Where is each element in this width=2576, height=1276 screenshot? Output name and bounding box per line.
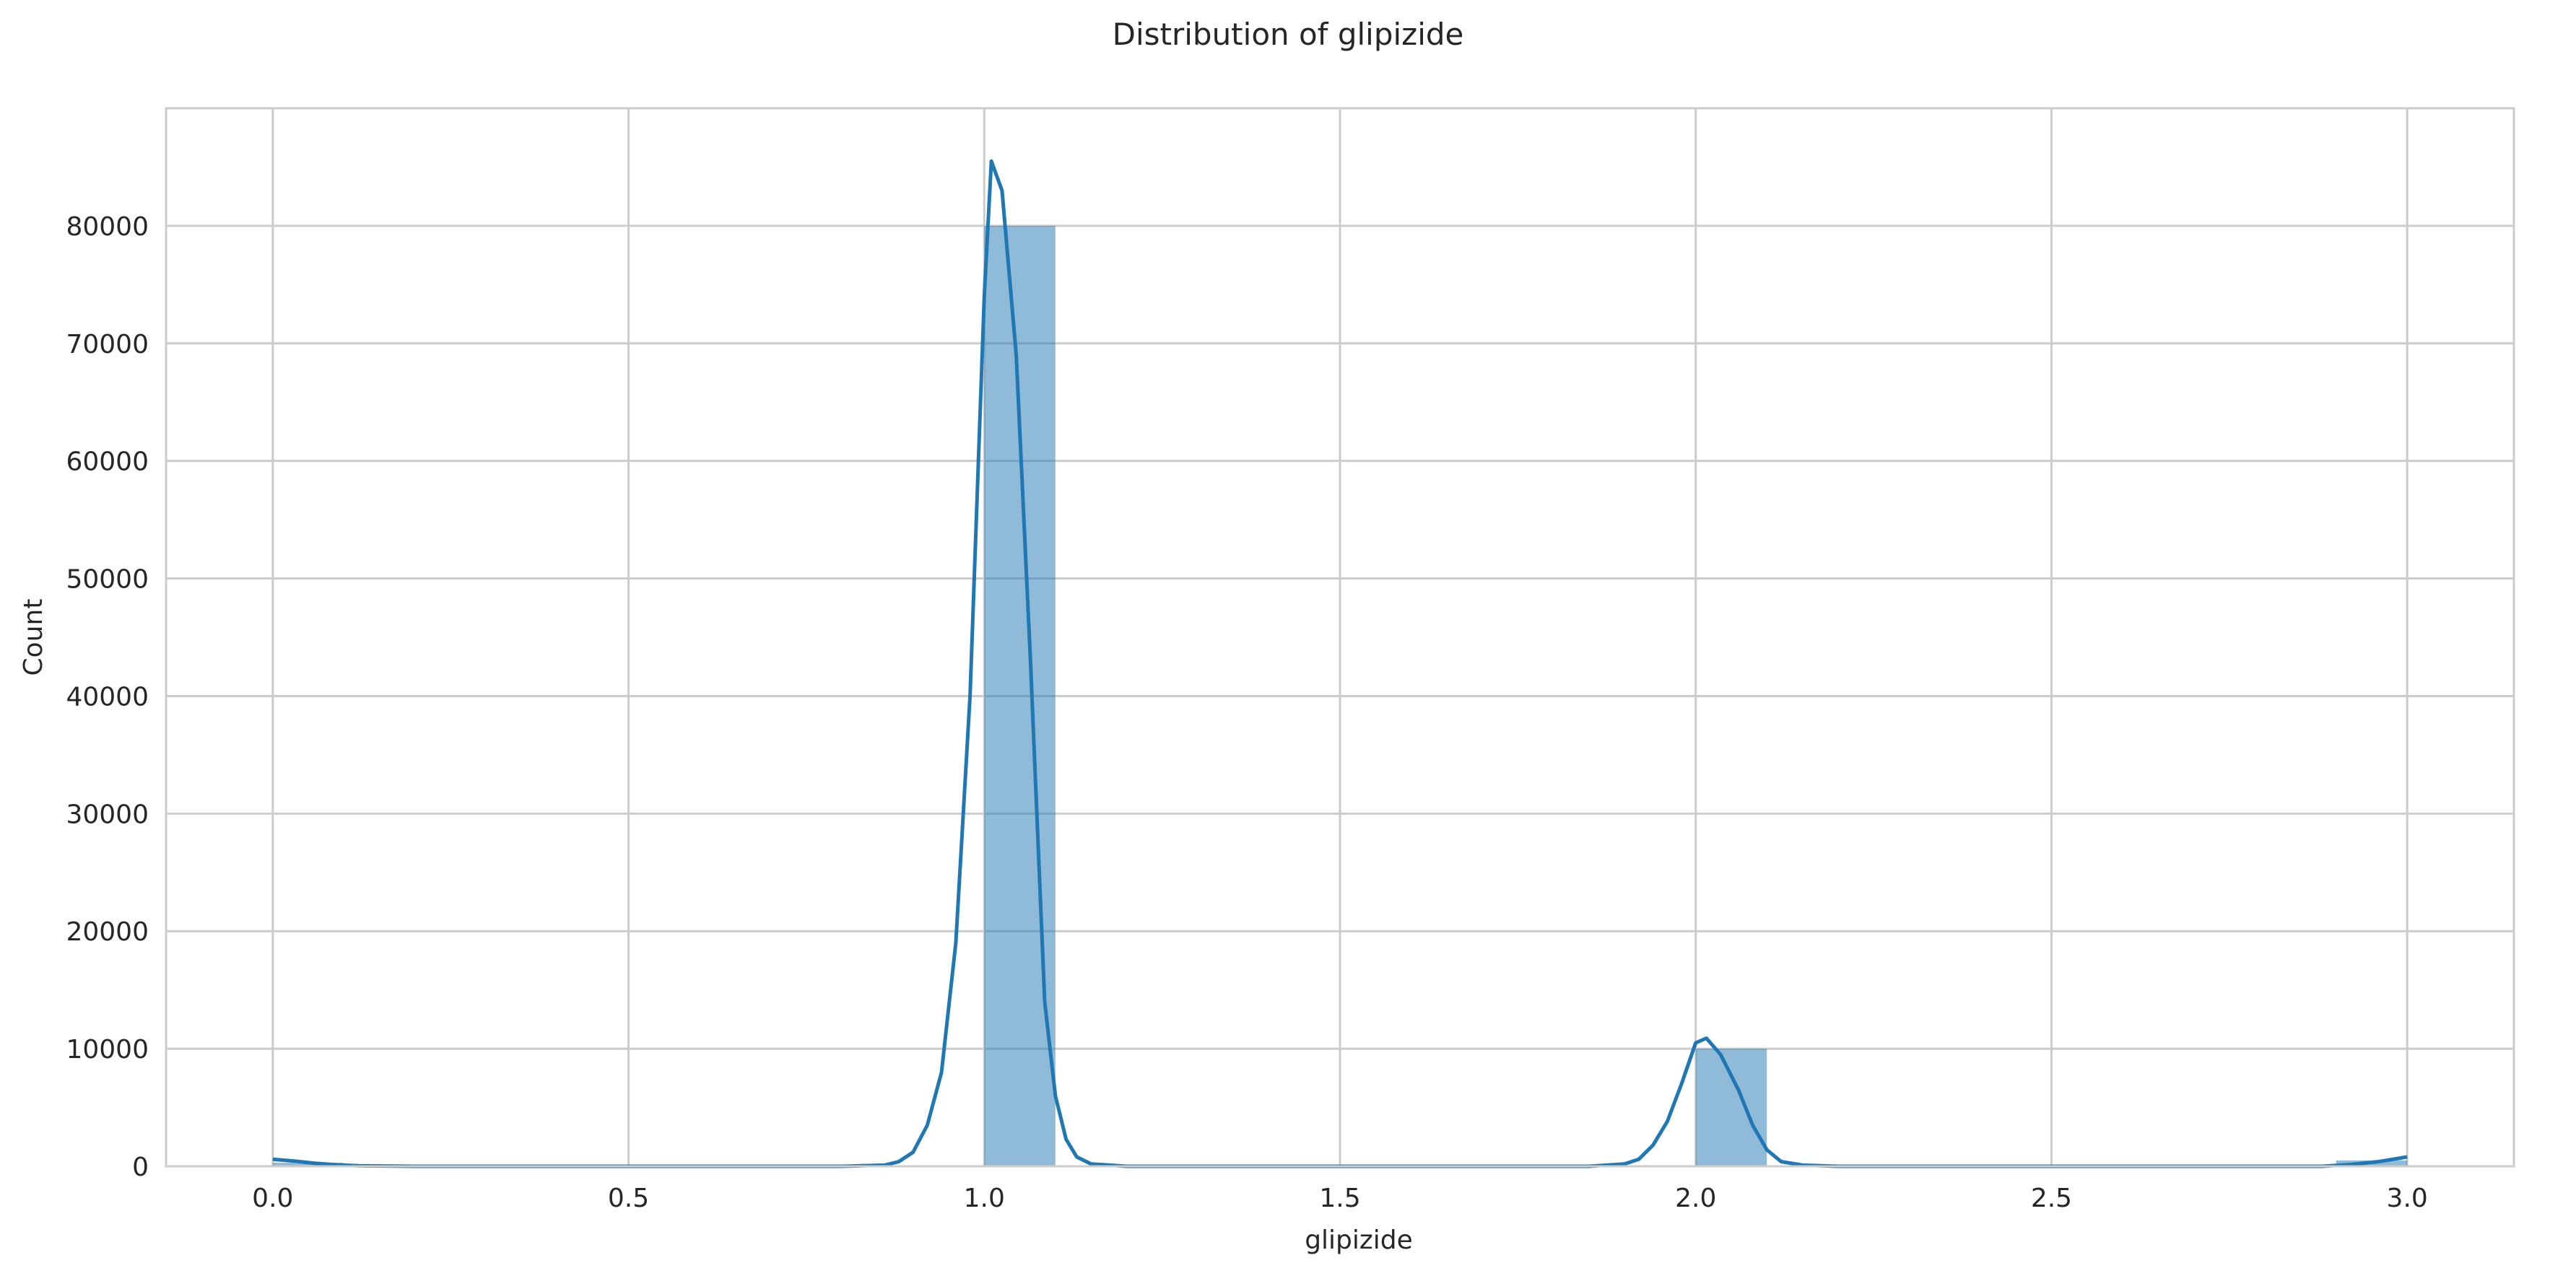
y-tick-label: 10000 (66, 1035, 149, 1065)
histogram-bar (272, 1163, 344, 1166)
y-tick-label: 20000 (66, 917, 149, 947)
plot-frame (165, 107, 2515, 1168)
x-tick-label: 2.5 (2031, 1184, 2072, 1213)
y-tick-label: 70000 (66, 330, 149, 359)
kde-curve-layer (272, 159, 2408, 1168)
histogram-bar (1695, 1049, 1767, 1166)
x-tick-label: 3.0 (2387, 1184, 2428, 1213)
x-tick-label: 1.0 (964, 1184, 1005, 1213)
y-tick-label: 60000 (66, 447, 149, 477)
grid (166, 108, 2514, 1168)
y-tick-labels: 0 10000 20000 30000 40000 50000 60000 70000 8000… (66, 212, 149, 1182)
x-tick-label: 0.0 (252, 1184, 293, 1213)
x-tick-label: 0.5 (608, 1184, 649, 1213)
x-axis-label: glipizide (1305, 1225, 1413, 1255)
chart-title: Distribution of glipizide (1113, 17, 1464, 52)
y-axis-label: Count (19, 599, 48, 676)
y-tick-label: 40000 (66, 682, 149, 712)
y-tick-label: 0 (132, 1153, 149, 1182)
y-tick-label: 80000 (66, 212, 149, 242)
y-tick-label: 50000 (66, 565, 149, 595)
bars (272, 225, 2408, 1166)
x-tick-labels: 0.0 0.5 1.0 1.5 2.0 2.5 3.0 (252, 1184, 2428, 1213)
x-tick-label: 1.5 (1319, 1184, 1360, 1213)
histogram-bar (984, 225, 1056, 1166)
x-tick-label: 2.0 (1675, 1184, 1716, 1213)
y-tick-label: 30000 (66, 800, 149, 829)
kde-curve (272, 159, 2408, 1168)
